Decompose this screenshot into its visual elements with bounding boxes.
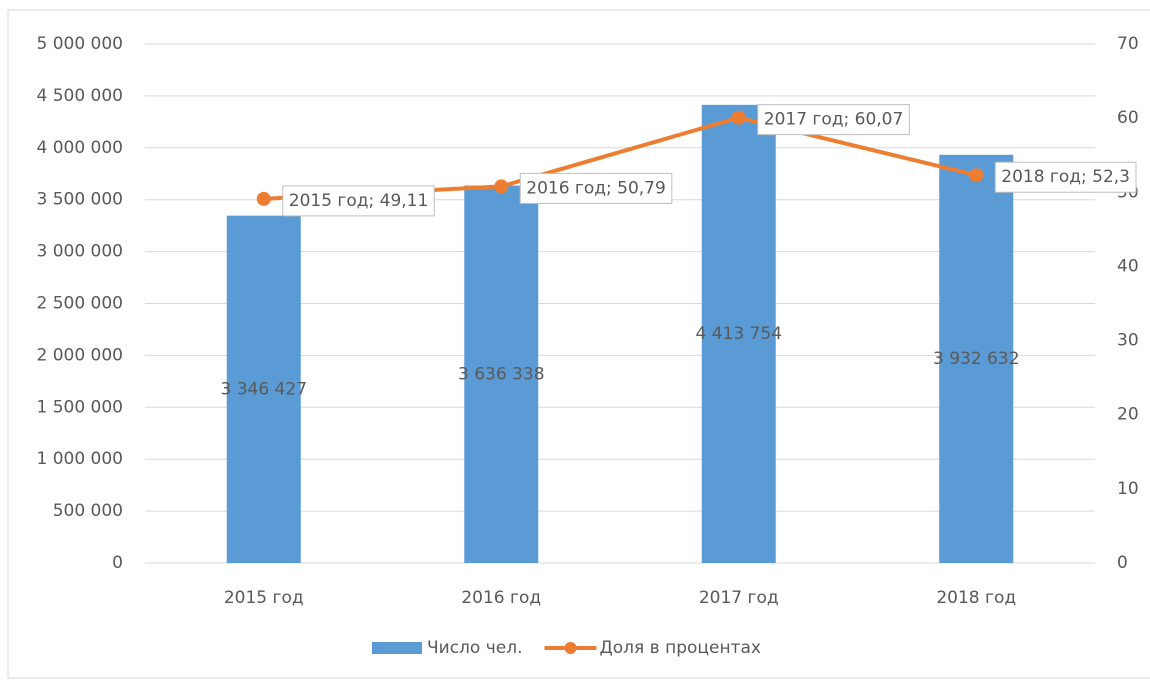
data-callout: 2016 год; 50,79 <box>519 172 673 204</box>
y2-tick-label: 10 <box>1117 479 1139 499</box>
y-tick-label: 4 000 000 <box>36 138 123 158</box>
x-tick-label: 2016 год <box>461 588 541 608</box>
callout-box <box>282 185 435 217</box>
y-tick-label: 2 000 000 <box>36 345 123 365</box>
legend-label: Доля в процентах <box>600 638 761 658</box>
callout-box <box>994 161 1137 193</box>
legend-swatch <box>564 642 577 654</box>
y2-tick-label: 70 <box>1117 34 1139 54</box>
x-tick-label: 2017 год <box>699 588 779 608</box>
y2-tick-label: 20 <box>1117 405 1139 425</box>
callout-box <box>757 104 910 136</box>
bar-value-label: 3 636 338 <box>458 364 545 384</box>
line-value-label: 2016 год; 50,79 <box>526 178 666 198</box>
y-tick-label: 5 000 000 <box>36 34 123 54</box>
legend-swatch <box>372 642 422 654</box>
y-tick-label: 3 500 000 <box>36 190 123 210</box>
line-value-label: 2017 год; 60,07 <box>764 110 904 130</box>
x-tick-label: 2018 год <box>936 588 1016 608</box>
y2-tick-label: 40 <box>1117 256 1139 276</box>
data-callout: 2018 год; 52,3 <box>994 161 1137 193</box>
line-marker <box>731 110 746 125</box>
legend-label: Число чел. <box>427 638 523 658</box>
y2-tick-label: 30 <box>1117 331 1139 351</box>
bar <box>701 104 776 564</box>
y-tick-label: 1 000 000 <box>36 449 123 469</box>
bar <box>464 185 539 564</box>
line-marker <box>256 191 271 206</box>
y-tick-label: 3 000 000 <box>36 242 123 262</box>
y2-tick-label: 0 <box>1117 553 1128 573</box>
line-marker <box>494 179 509 194</box>
y2-tick-label: 60 <box>1117 108 1139 128</box>
line-value-label: 2015 год; 49,11 <box>289 191 429 211</box>
line-marker <box>969 168 984 183</box>
bar <box>226 215 301 564</box>
x-tick-label: 2015 год <box>224 588 304 608</box>
y-tick-label: 2 500 000 <box>36 294 123 314</box>
data-callout: 2015 год; 49,11 <box>282 185 435 217</box>
callout-box <box>519 172 673 204</box>
data-callout: 2017 год; 60,07 <box>757 104 910 136</box>
y-tick-label: 0 <box>112 553 123 573</box>
y-tick-label: 4 500 000 <box>36 86 123 106</box>
y-tick-label: 1 500 000 <box>36 397 123 417</box>
line-value-label: 2018 год; 52,3 <box>1001 167 1130 187</box>
bar-value-label: 3 932 632 <box>933 349 1020 369</box>
y-tick-label: 500 000 <box>53 501 123 521</box>
bar-value-label: 3 346 427 <box>220 379 307 399</box>
bar <box>939 154 1014 564</box>
bar-value-label: 4 413 754 <box>695 324 782 344</box>
